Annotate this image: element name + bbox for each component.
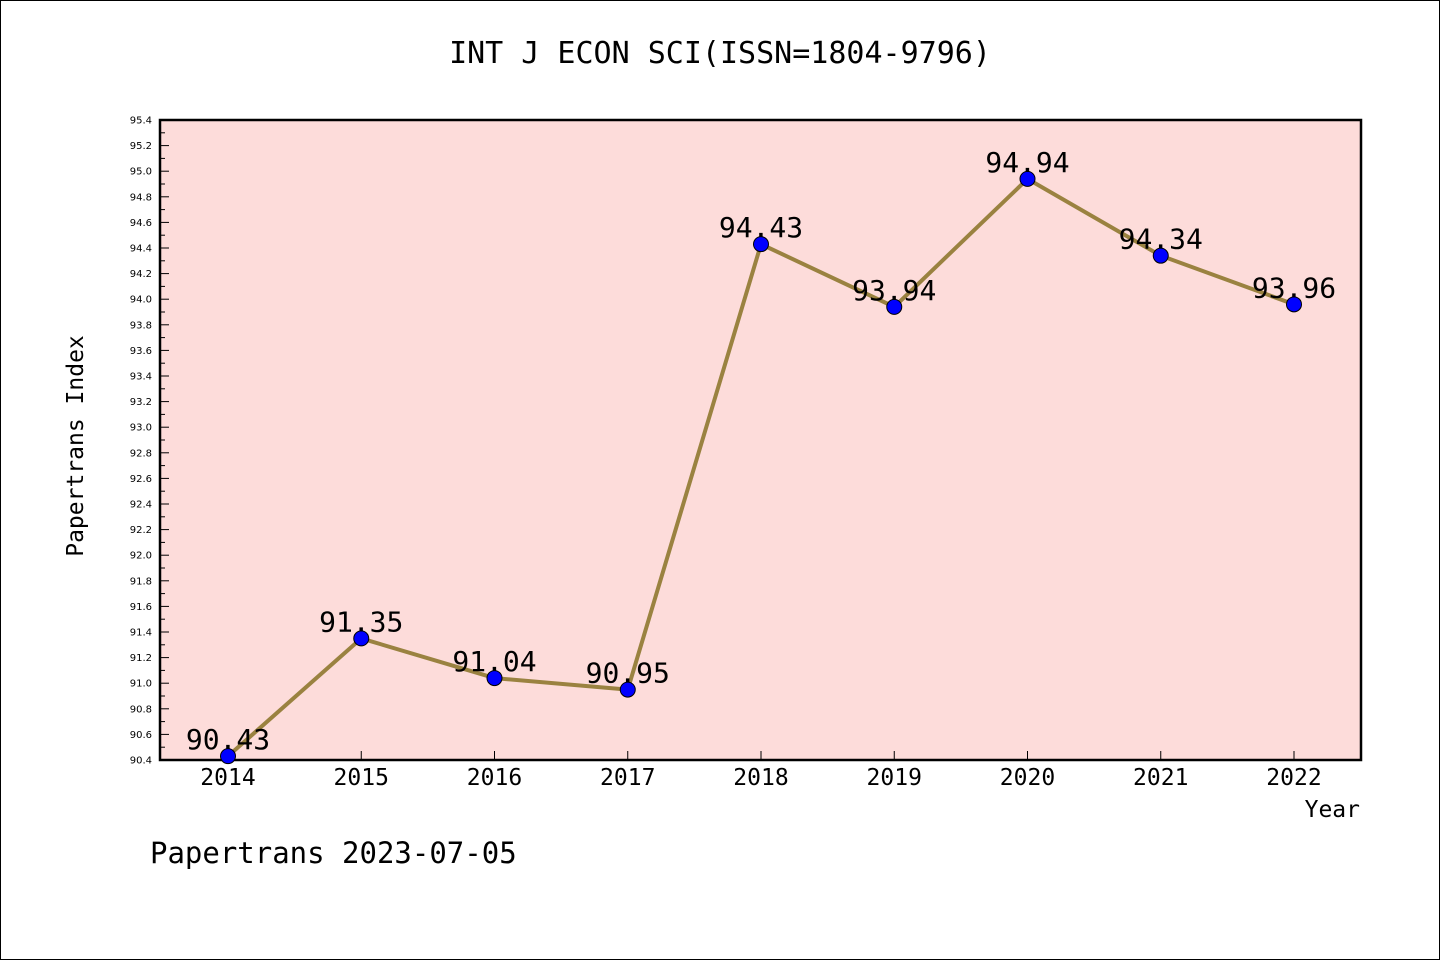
x-tick-label: 2022 bbox=[1266, 765, 1321, 791]
y-tick-label: 94.2 bbox=[130, 269, 152, 280]
y-tick-label: 92.4 bbox=[130, 500, 152, 511]
y-tick-label: 91.0 bbox=[130, 679, 152, 690]
data-point bbox=[1286, 296, 1302, 313]
y-tick-label: 90.6 bbox=[130, 730, 152, 741]
data-label: 94.34 bbox=[1119, 223, 1203, 256]
y-tick-label: 93.6 bbox=[130, 346, 152, 357]
y-tick-label: 92.6 bbox=[130, 474, 152, 485]
x-tick-label: 2021 bbox=[1133, 765, 1188, 791]
y-tick-label: 93.0 bbox=[130, 423, 152, 434]
x-tick-label: 2016 bbox=[467, 765, 522, 791]
data-label: 90.95 bbox=[586, 657, 670, 690]
data-label: 93.96 bbox=[1252, 271, 1336, 304]
x-tick-label: 2015 bbox=[334, 765, 389, 791]
x-axis-label: Year bbox=[1304, 797, 1360, 823]
y-tick-label: 93.4 bbox=[130, 372, 152, 383]
data-point bbox=[486, 670, 503, 687]
data-point bbox=[353, 630, 370, 647]
x-tick-label: 2018 bbox=[733, 765, 788, 791]
y-tick-label: 93.8 bbox=[130, 320, 152, 331]
x-tick-label: 2020 bbox=[1000, 765, 1055, 791]
data-label: 91.35 bbox=[319, 605, 403, 638]
y-tick-label: 92.2 bbox=[130, 525, 152, 536]
y-tick-label: 92.8 bbox=[130, 448, 152, 459]
chart-title: INT J ECON SCI(ISSN=1804-9796) bbox=[449, 36, 991, 71]
y-tick-label: 93.2 bbox=[130, 397, 152, 408]
y-tick-label: 91.8 bbox=[130, 576, 152, 587]
x-tick-label: 2019 bbox=[867, 765, 922, 791]
data-point bbox=[753, 236, 769, 253]
x-tick-label: 2017 bbox=[600, 765, 655, 791]
y-tick-label: 91.6 bbox=[130, 602, 152, 613]
y-tick-label: 94.8 bbox=[130, 192, 152, 203]
y-tick-label: 92.0 bbox=[130, 551, 152, 562]
data-label: 90.43 bbox=[186, 723, 270, 756]
y-tick-label: 94.0 bbox=[130, 295, 152, 306]
data-point bbox=[220, 748, 236, 765]
y-tick-label: 95.2 bbox=[130, 141, 152, 152]
data-point bbox=[886, 298, 903, 315]
y-axis-label: Papertrans Index bbox=[63, 335, 89, 557]
y-tick-label: 95.4 bbox=[130, 116, 152, 127]
x-tick-label: 2014 bbox=[200, 765, 255, 791]
y-tick-label: 91.4 bbox=[130, 628, 152, 639]
y-tick-label: 90.4 bbox=[130, 756, 152, 767]
y-tick-label: 91.2 bbox=[130, 653, 152, 664]
data-label: 94.94 bbox=[985, 146, 1069, 179]
data-point bbox=[1019, 170, 1036, 187]
y-tick-label: 90.8 bbox=[130, 704, 152, 715]
data-label: 93.94 bbox=[852, 274, 936, 307]
y-tick-label: 94.6 bbox=[130, 218, 152, 229]
data-label: 91.04 bbox=[452, 645, 536, 678]
y-tick-label: 95.0 bbox=[130, 167, 152, 178]
footer-text: Papertrans 2023-07-05 bbox=[150, 836, 517, 870]
y-tick-label: 94.4 bbox=[130, 244, 152, 255]
data-point bbox=[619, 681, 636, 698]
data-label: 94.43 bbox=[719, 211, 803, 244]
data-point bbox=[1152, 247, 1169, 264]
plot-area bbox=[158, 118, 1363, 762]
